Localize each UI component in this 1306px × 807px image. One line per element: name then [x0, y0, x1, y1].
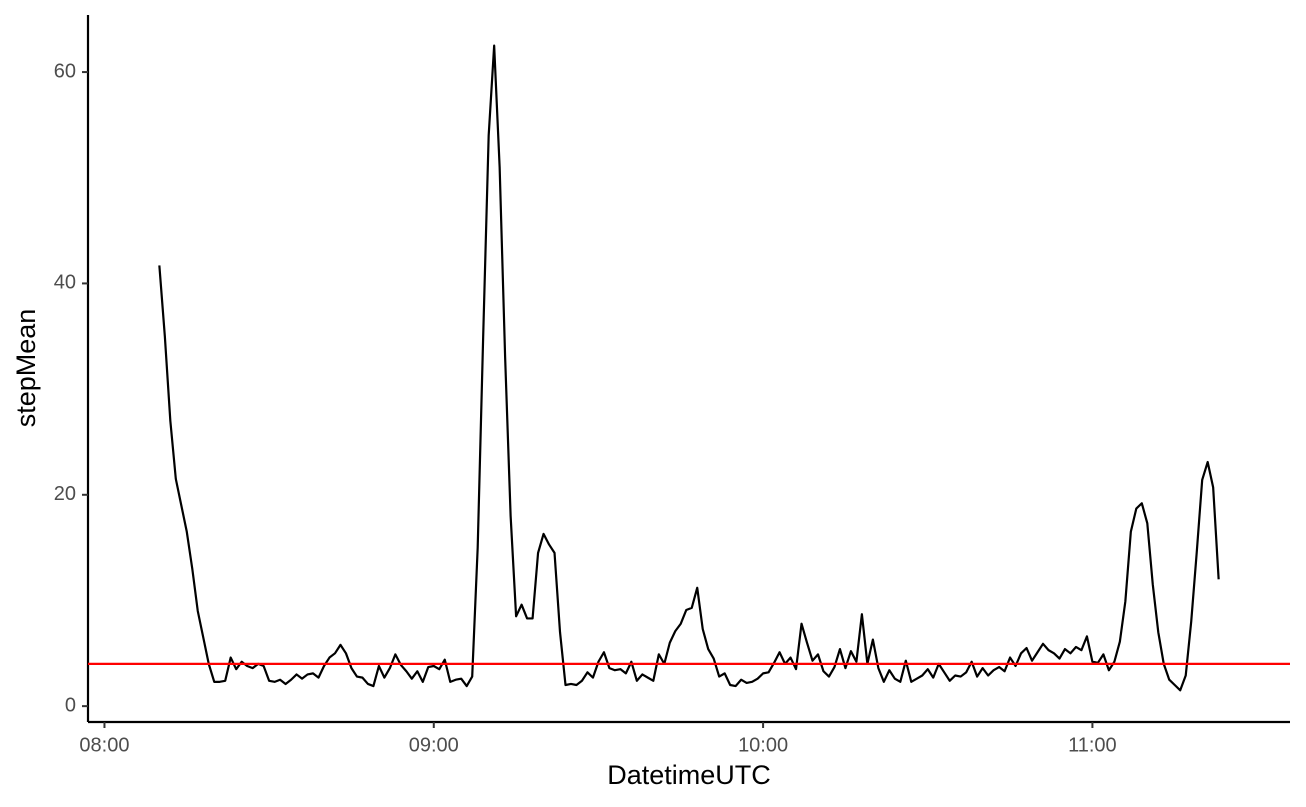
y-tick-label: 60 — [54, 60, 76, 82]
x-axis-title: DatetimeUTC — [607, 760, 771, 790]
x-tick-label: 08:00 — [79, 734, 129, 756]
data-line — [158, 44, 1220, 692]
x-tick-label: 10:00 — [738, 734, 788, 756]
y-tick-label: 40 — [54, 272, 76, 294]
x-tick-label: 09:00 — [409, 734, 459, 756]
x-tick-label: 11:00 — [1068, 734, 1117, 756]
y-tick-label: 0 — [65, 694, 76, 716]
y-tick-label: 20 — [54, 483, 76, 505]
y-axis-title: stepMean — [11, 309, 41, 428]
